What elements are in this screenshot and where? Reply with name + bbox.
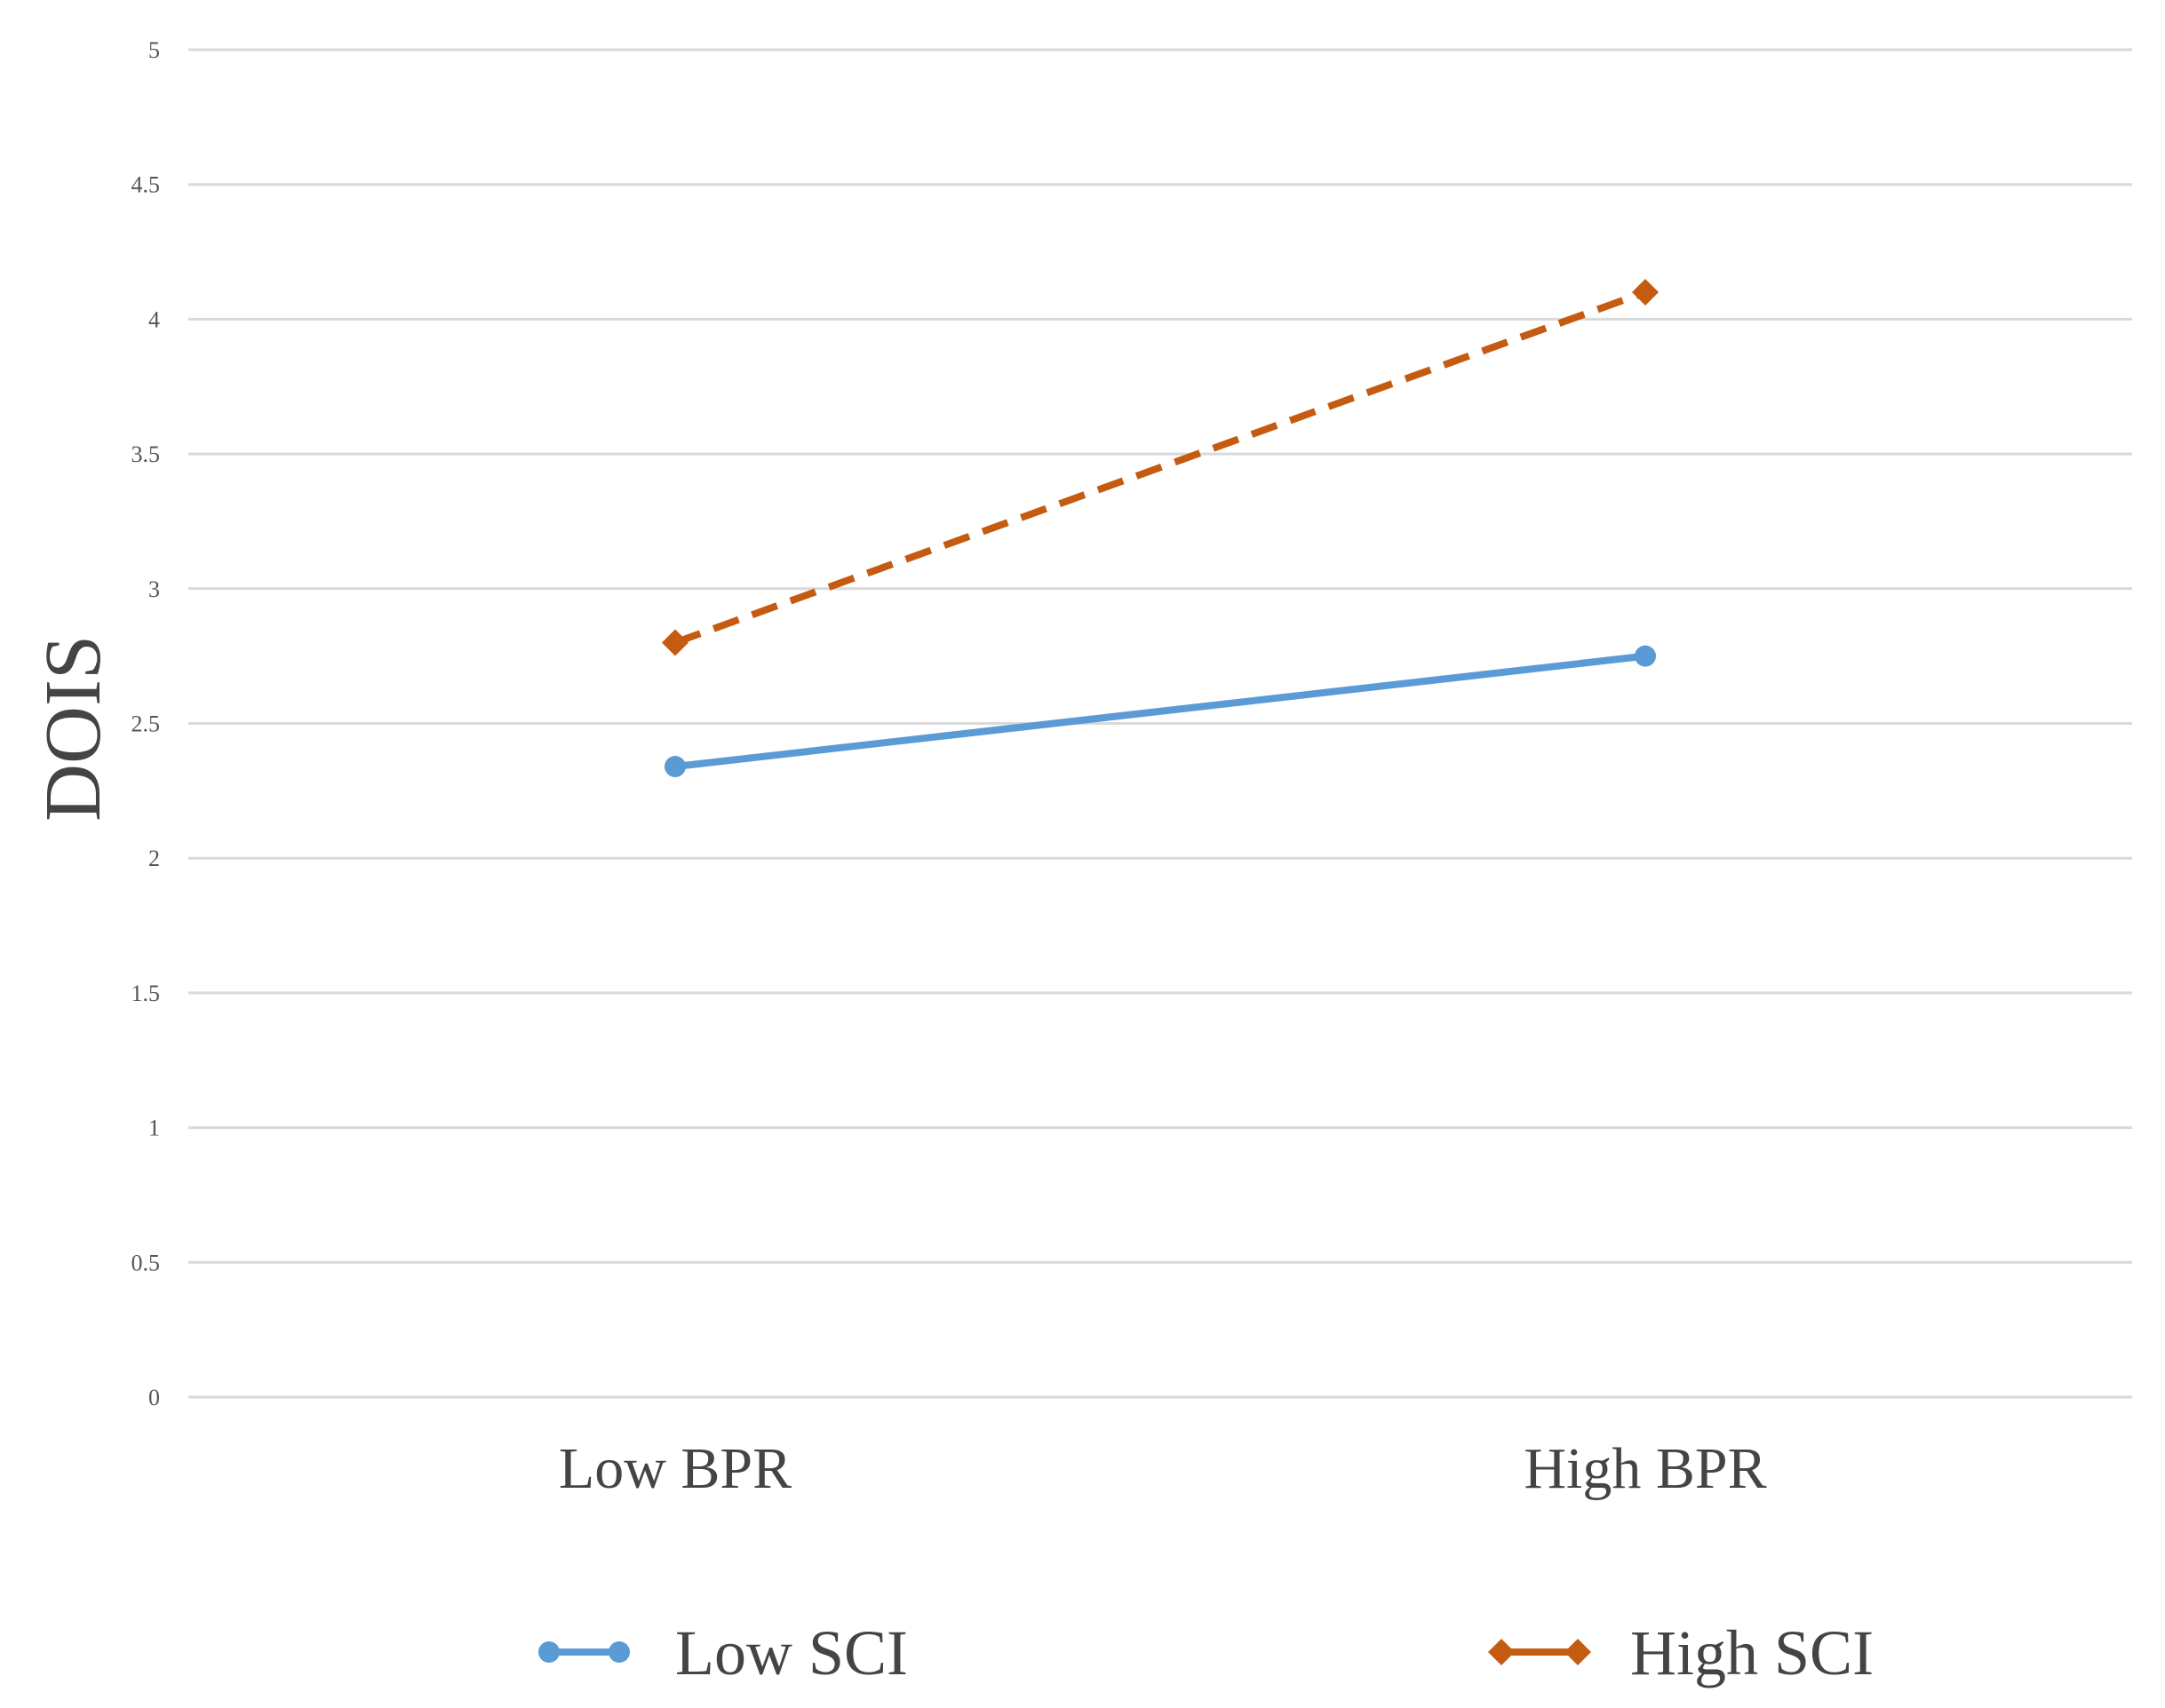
y-axis-label: DOIS (29, 635, 117, 822)
legend-marker (609, 1641, 630, 1663)
legend: Low SCI High SCI (538, 1617, 1874, 1688)
y-tick-label: 2 (148, 846, 160, 871)
series-line-low-sci (674, 652, 1646, 771)
legend-label: Low SCI (675, 1617, 908, 1688)
y-tick-label: 4 (148, 306, 160, 332)
legend-item-high-sci: High SCI (1488, 1617, 1874, 1688)
y-tick-label: 3 (148, 576, 160, 602)
series-lines (662, 279, 1659, 778)
x-category-label-low-bpr: Low BPR (559, 1436, 792, 1501)
legend-label: High SCI (1630, 1617, 1874, 1688)
y-tick-label: 1.5 (131, 981, 161, 1006)
series-low-sci (665, 645, 1656, 778)
y-tick-label: 1 (148, 1116, 160, 1141)
data-point-low-sci-high-bpr (1635, 645, 1656, 667)
legend-marker (538, 1641, 560, 1663)
data-point-high-sci-high-bpr (1632, 279, 1659, 306)
legend-item-low-sci: Low SCI (538, 1617, 908, 1688)
y-tick-label: 2.5 (131, 711, 161, 737)
x-category-label-high-bpr: High BPR (1524, 1436, 1766, 1501)
y-tick-label: 3.5 (131, 441, 161, 467)
data-point-high-sci-low-bpr (662, 629, 689, 656)
y-axis-tick-labels: 0 0.5 1 1.5 2 2.5 3 3.5 4 4.5 5 (131, 37, 161, 1410)
gridlines (188, 48, 2132, 1399)
y-tick-label: 5 (148, 37, 160, 63)
y-tick-label: 0.5 (131, 1250, 161, 1275)
x-axis-category-labels: Low BPR High BPR (559, 1436, 1767, 1501)
legend-marker (1488, 1639, 1515, 1665)
y-tick-label: 0 (148, 1385, 160, 1410)
y-tick-label: 4.5 (131, 172, 161, 198)
series-line-high-sci (673, 289, 1647, 647)
series-high-sci (662, 279, 1659, 656)
data-point-low-sci-low-bpr (665, 756, 686, 778)
legend-marker (1564, 1639, 1591, 1665)
